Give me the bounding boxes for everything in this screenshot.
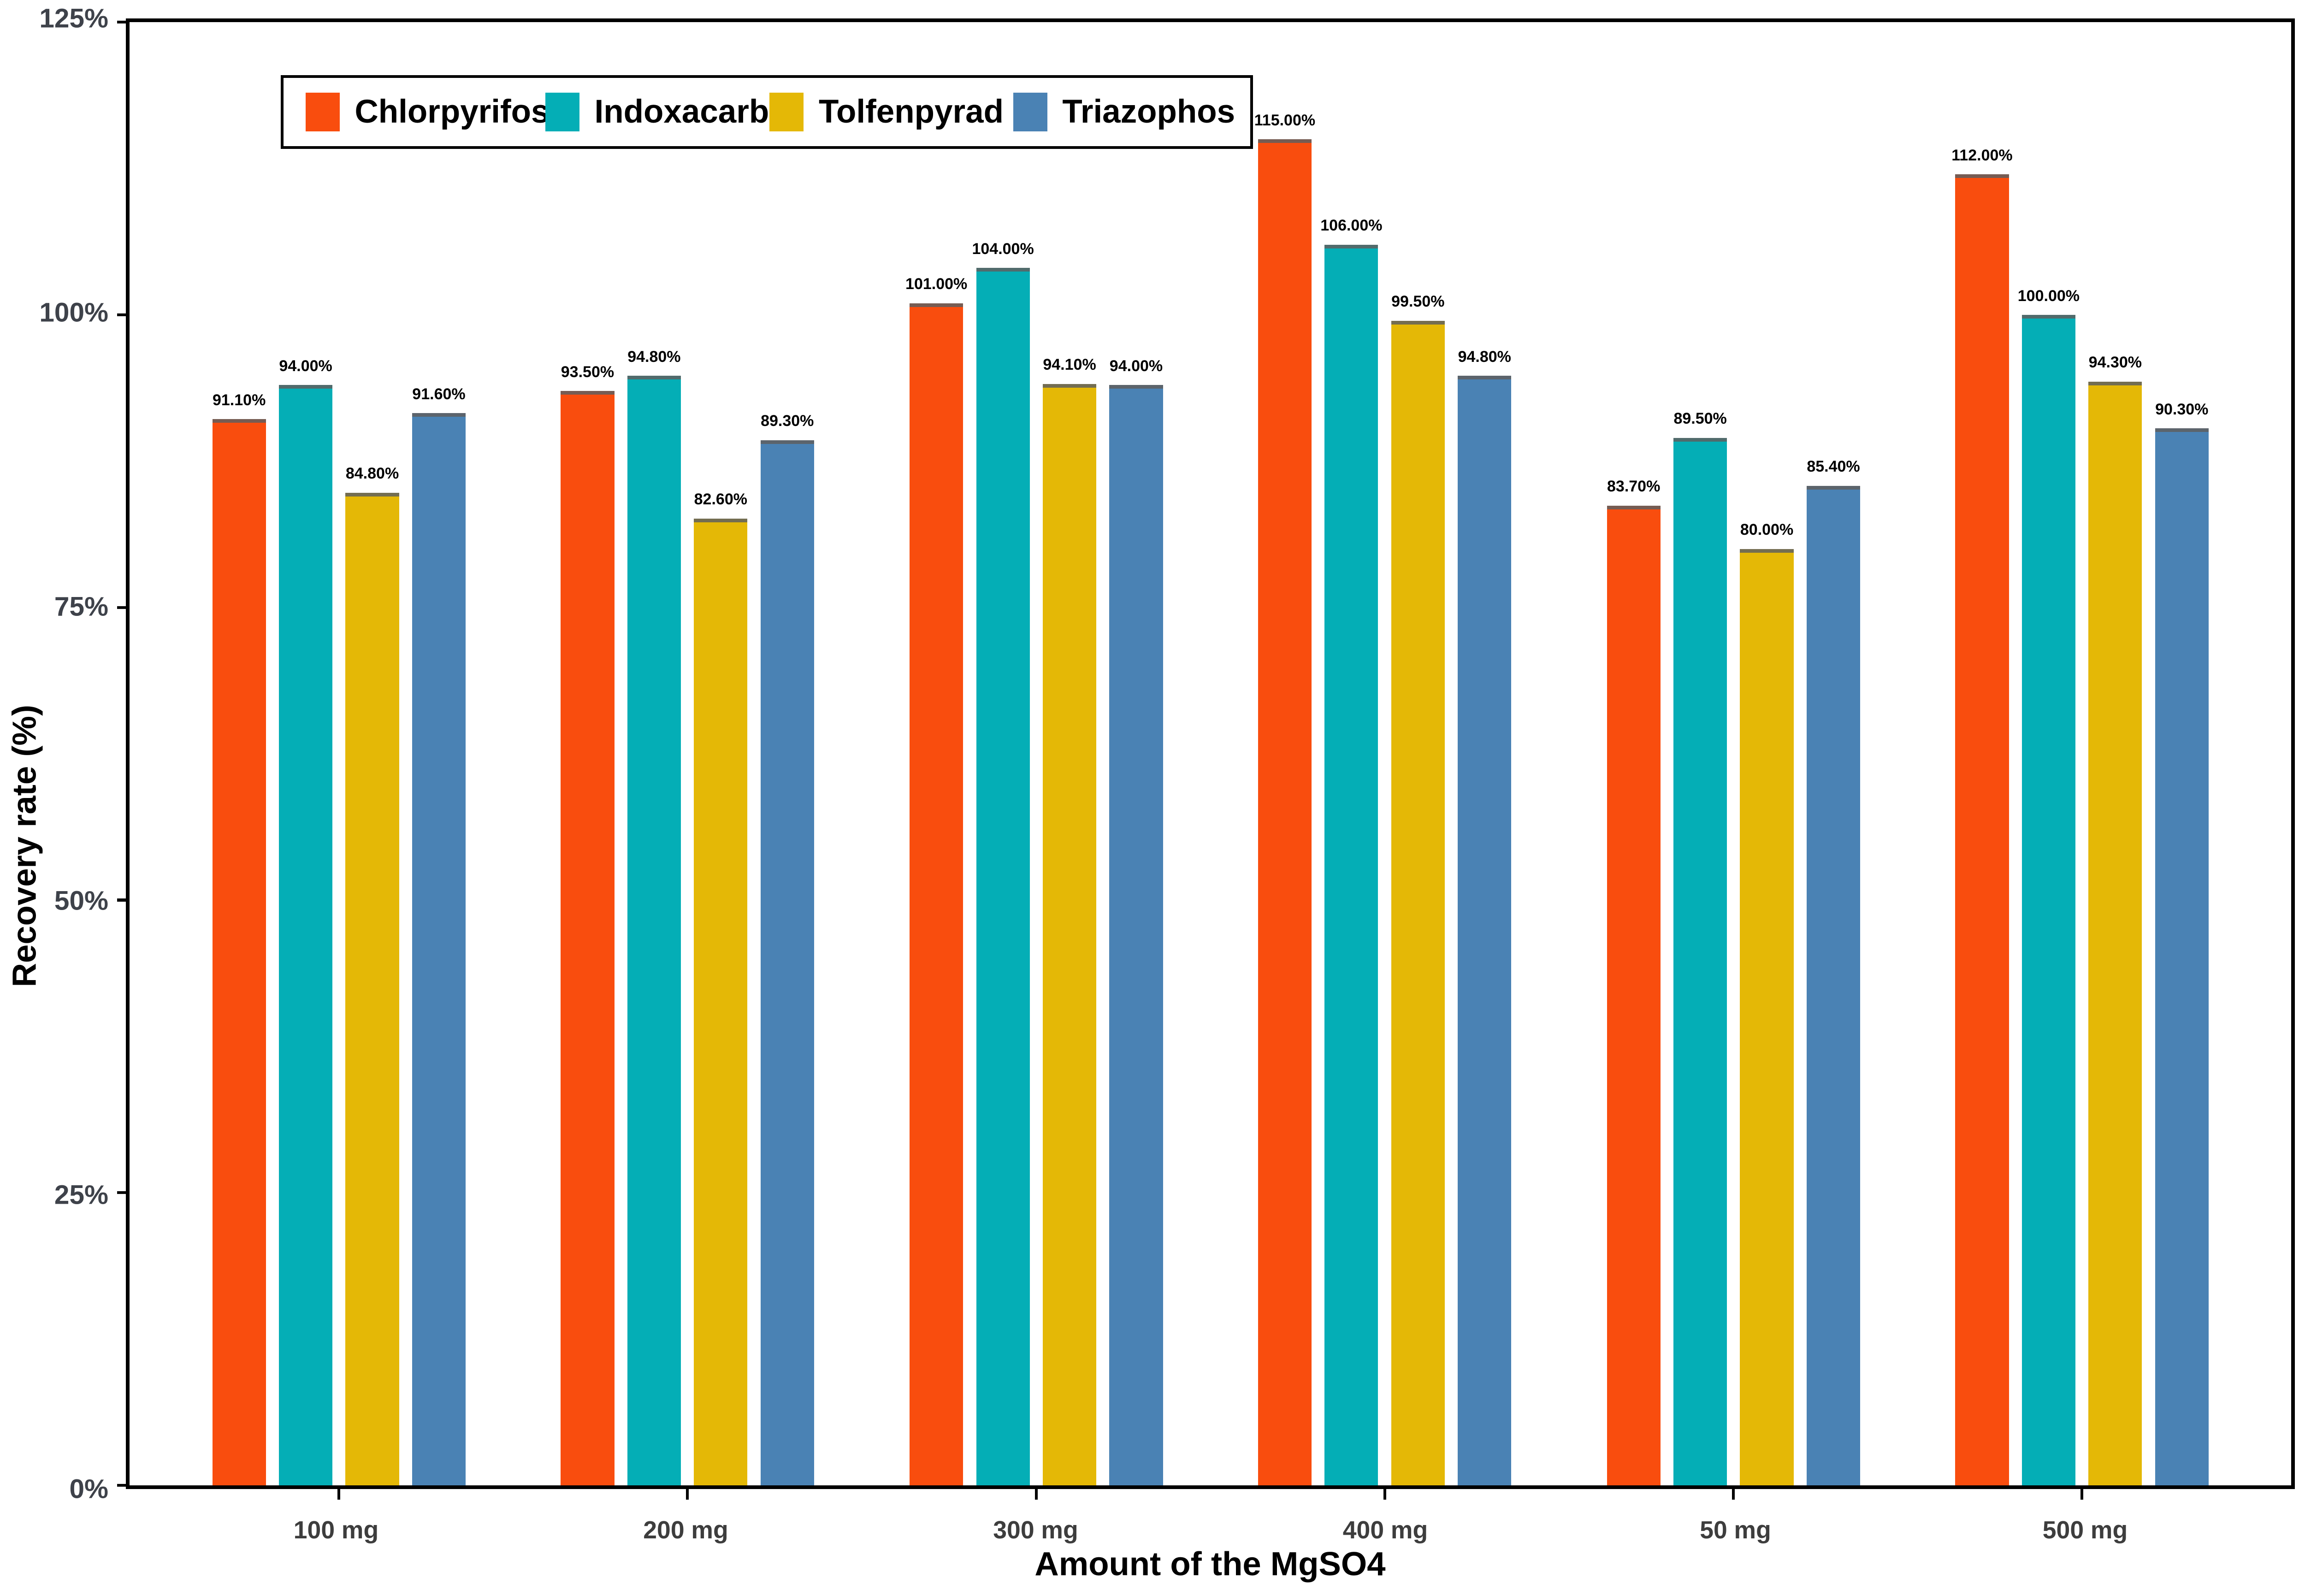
- x-axis-title: Amount of the MgSO4: [1034, 1545, 1386, 1583]
- bar-value-label: 93.50%: [561, 363, 615, 381]
- bar-chlorpyrifos-200-mg: 93.50%: [561, 363, 615, 1486]
- bar-group-100-mg: 91.10% 94.00% 84.80% 91.60%: [212, 22, 466, 1486]
- bar-value-label: 80.00%: [1740, 521, 1794, 539]
- legend-label: Tolfenpyrad: [818, 94, 1004, 130]
- x-tick-label-400mg: 400 mg: [1342, 1516, 1428, 1544]
- bar-chlorpyrifos-100-mg: 91.10%: [212, 391, 266, 1486]
- bar-value-label: 84.80%: [345, 465, 399, 483]
- bars-area: 91.10% 94.00% 84.80% 91.60% 93.50% 94.80% 82.6…: [130, 22, 2291, 1486]
- bar-value-label: 106.00%: [1320, 217, 1383, 235]
- bar-tolfenpyrad-100-mg: 84.80%: [345, 465, 399, 1486]
- bar-value-label: 101.00%: [905, 275, 968, 293]
- y-tick-label-100: 100%: [39, 297, 108, 328]
- bar-value-label: 89.30%: [761, 412, 814, 430]
- chlorpyrifos-swatch-icon: [305, 92, 340, 131]
- x-tick-label-50mg: 50 mg: [1700, 1516, 1771, 1544]
- bar-value-label: 104.00%: [972, 240, 1034, 258]
- x-tick-label-200mg: 200 mg: [643, 1516, 728, 1544]
- y-tick-label-125: 125%: [39, 3, 108, 34]
- bar-indoxacarb-300-mg: 104.00%: [972, 240, 1034, 1486]
- bar-group-300-mg: 101.00% 104.00% 94.10% 94.00%: [905, 22, 1163, 1486]
- bar-indoxacarb-500-mg: 100.00%: [2018, 287, 2080, 1486]
- bar-chlorpyrifos-300-mg: 101.00%: [905, 275, 967, 1486]
- bar-chlorpyrifos-50-mg: 83.70%: [1607, 478, 1661, 1486]
- bar-indoxacarb-400-mg: 106.00%: [1320, 217, 1382, 1486]
- plot-panel: 91.10% 94.00% 84.80% 91.60% 93.50% 94.80% 82.6…: [117, 18, 2295, 1500]
- legend-label: Indoxacarb: [594, 94, 769, 130]
- bar-value-label: 91.10%: [212, 391, 266, 409]
- bar-value-label: 89.50%: [1673, 410, 1727, 428]
- x-tick-label-500mg: 500 mg: [2042, 1516, 2128, 1544]
- bar-value-label: 94.00%: [1109, 357, 1163, 375]
- y-axis-title: Recovery rate (%): [6, 704, 43, 987]
- bar-value-label: 94.80%: [1458, 348, 1511, 366]
- bar-group-50-mg: 83.70% 89.50% 80.00% 85.40%: [1607, 22, 1861, 1486]
- bar-indoxacarb-100-mg: 94.00%: [279, 357, 333, 1486]
- legend-item-tolfenpyrad: Tolfenpyrad: [769, 78, 1004, 146]
- bar-value-label: 100.00%: [2017, 287, 2080, 305]
- bar-value-label: 94.00%: [279, 357, 332, 375]
- bar-tolfenpyrad-300-mg: 94.10%: [1042, 356, 1097, 1486]
- bar-value-label: 90.30%: [2155, 400, 2209, 418]
- x-tick-mark: [337, 1485, 341, 1500]
- bar-tolfenpyrad-400-mg: 99.50%: [1391, 293, 1445, 1486]
- bar-chlorpyrifos-500-mg: 112.00%: [1951, 147, 2013, 1486]
- bar-triazophos-400-mg: 94.80%: [1458, 348, 1512, 1486]
- bar-value-label: 112.00%: [1951, 146, 2013, 164]
- bar-value-label: 94.80%: [627, 348, 681, 366]
- bar-indoxacarb-50-mg: 89.50%: [1673, 410, 1727, 1486]
- legend: Chlorpyrifos Indoxacarb Tolfenpyrad Tria…: [280, 75, 1253, 149]
- y-tick-mark: [117, 606, 130, 609]
- bar-group-500-mg: 112.00% 100.00% 94.30% 90.30%: [1951, 22, 2209, 1486]
- bar-group-400-mg: 115.00% 106.00% 99.50% 94.80%: [1254, 22, 1512, 1486]
- x-tick-mark: [1034, 1485, 1038, 1500]
- x-tick-mark: [2080, 1485, 2084, 1500]
- bar-value-label: 82.60%: [694, 491, 747, 508]
- bar-triazophos-500-mg: 90.30%: [2155, 401, 2209, 1486]
- y-tick-mark: [117, 898, 130, 902]
- y-tick-label-0: 0%: [69, 1474, 108, 1504]
- legend-item-indoxacarb: Indoxacarb: [545, 78, 769, 146]
- y-tick-mark: [117, 1484, 130, 1487]
- bar-tolfenpyrad-200-mg: 82.60%: [694, 491, 748, 1486]
- y-tick-mark: [117, 21, 130, 24]
- bar-triazophos-50-mg: 85.40%: [1806, 458, 1861, 1486]
- bar-tolfenpyrad-50-mg: 80.00%: [1740, 521, 1794, 1486]
- bar-value-label: 85.40%: [1807, 458, 1860, 476]
- bar-triazophos-200-mg: 89.30%: [760, 412, 814, 1486]
- indoxacarb-swatch-icon: [545, 92, 579, 131]
- bar-triazophos-100-mg: 91.60%: [412, 385, 466, 1486]
- bar-group-200-mg: 93.50% 94.80% 82.60% 89.30%: [561, 22, 814, 1486]
- legend-label: Chlorpyrifos: [355, 94, 550, 130]
- bar-value-label: 91.60%: [412, 385, 466, 403]
- bar-chlorpyrifos-400-mg: 115.00%: [1254, 112, 1315, 1486]
- bar-value-label: 83.70%: [1607, 478, 1661, 496]
- bar-value-label: 94.30%: [2088, 354, 2142, 372]
- y-tick-mark: [117, 1191, 130, 1194]
- x-tick-mark: [1732, 1485, 1735, 1500]
- bar-value-label: 94.10%: [1043, 356, 1096, 374]
- bar-indoxacarb-200-mg: 94.80%: [627, 348, 681, 1486]
- x-tick-mark: [686, 1485, 689, 1500]
- x-tick-mark: [1383, 1485, 1386, 1500]
- y-tick-mark: [117, 313, 130, 317]
- bar-tolfenpyrad-500-mg: 94.30%: [2088, 354, 2142, 1486]
- y-tick-label-25: 25%: [54, 1180, 108, 1210]
- legend-item-chlorpyrifos: Chlorpyrifos: [305, 78, 550, 146]
- bar-value-label: 99.50%: [1391, 293, 1445, 311]
- bar-value-label: 115.00%: [1254, 111, 1316, 129]
- bar-triazophos-300-mg: 94.00%: [1109, 357, 1163, 1486]
- triazophos-swatch-icon: [1013, 92, 1047, 131]
- legend-label: Triazophos: [1062, 94, 1235, 130]
- x-tick-label-100mg: 100 mg: [293, 1516, 379, 1544]
- y-tick-label-50: 50%: [54, 886, 108, 916]
- y-tick-label-75: 75%: [54, 591, 108, 622]
- tolfenpyrad-swatch-icon: [769, 92, 804, 131]
- legend-item-triazophos: Triazophos: [1013, 78, 1235, 146]
- x-tick-label-300mg: 300 mg: [993, 1516, 1078, 1544]
